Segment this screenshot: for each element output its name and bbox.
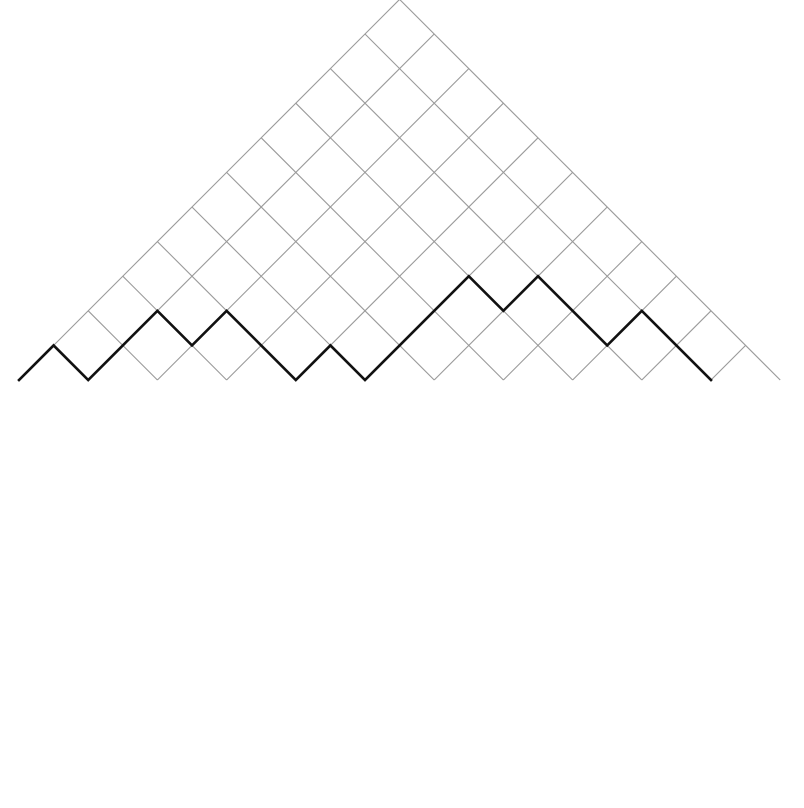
grid-line-down (261, 138, 503, 380)
triangular-lattice-grid (19, 0, 780, 380)
dyck-path (19, 276, 711, 380)
grid-line-up (296, 138, 538, 380)
grid-line-down (400, 0, 781, 380)
grid-line-up (711, 345, 746, 380)
grid-line-up (19, 0, 400, 380)
